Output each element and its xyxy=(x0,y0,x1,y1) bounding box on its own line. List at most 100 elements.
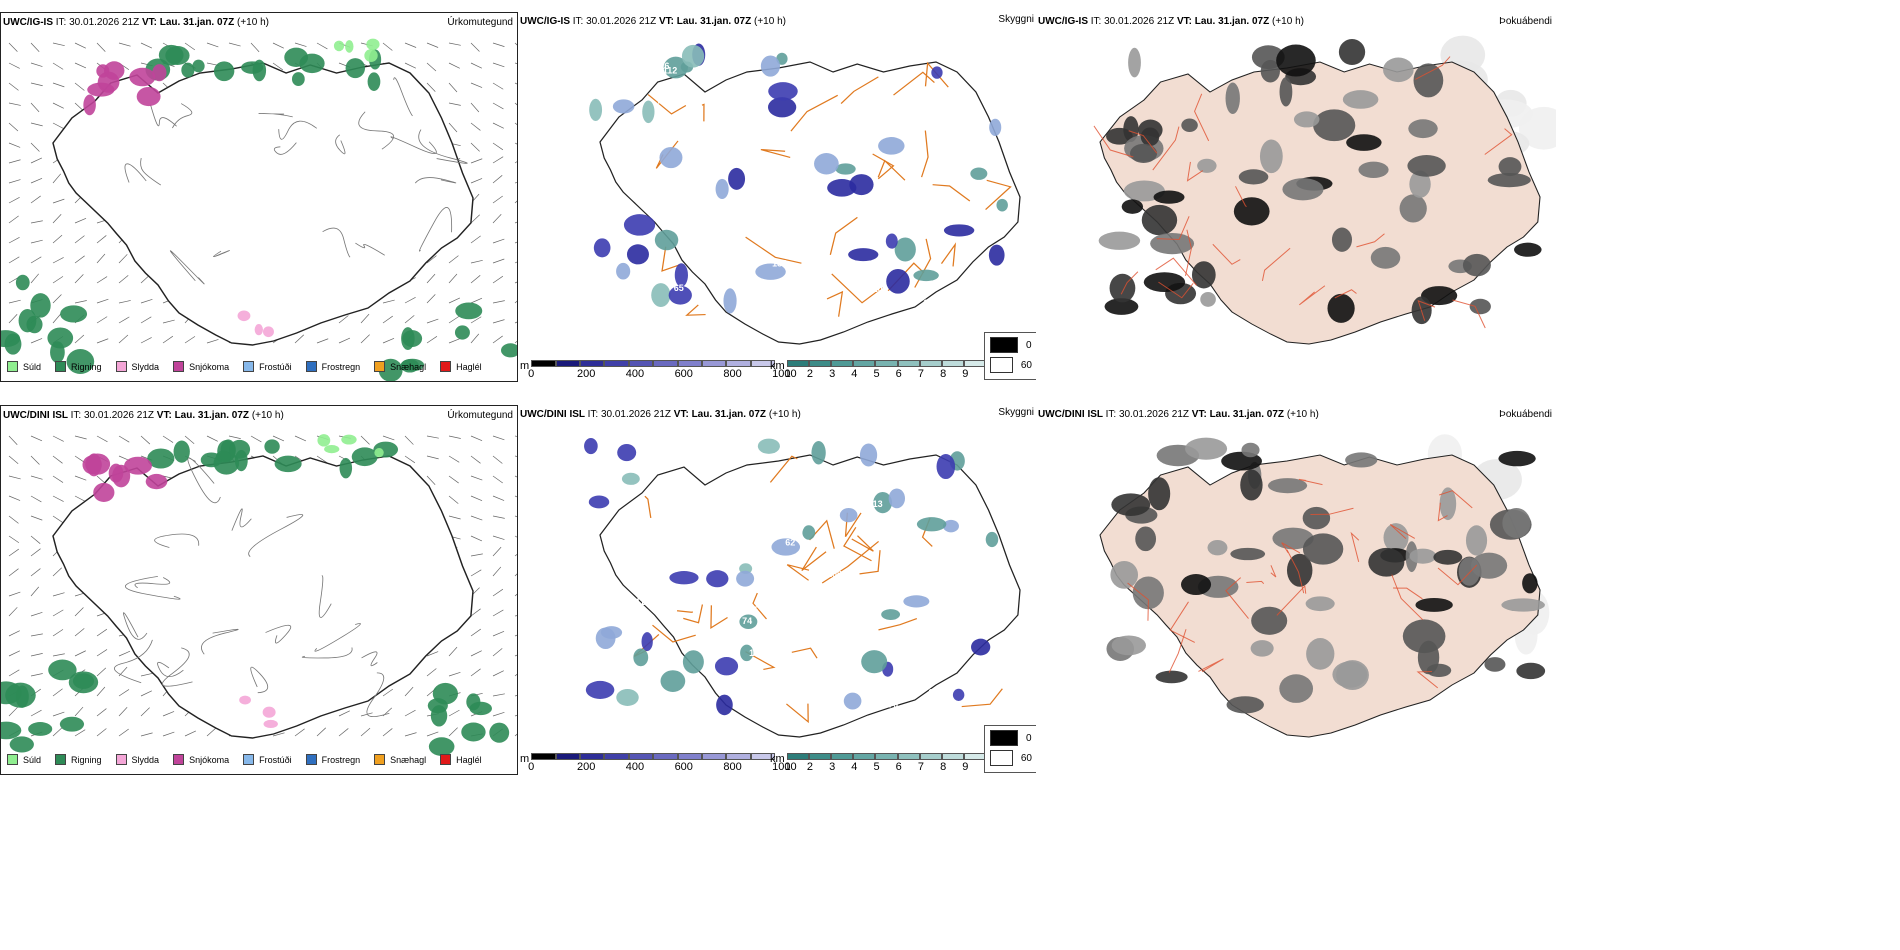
wind-barb xyxy=(470,495,483,501)
cloud-area xyxy=(971,638,991,656)
ceiling-label: 65 xyxy=(674,283,684,293)
ceiling-label: 73 xyxy=(721,232,731,242)
wind-barb xyxy=(8,82,19,91)
wind-barb xyxy=(74,82,85,91)
colorbar-tick: 9 xyxy=(962,368,969,380)
wind-barb xyxy=(8,455,19,464)
drizzle-area xyxy=(324,445,340,454)
wind-barb xyxy=(74,628,85,637)
wind-barb xyxy=(52,213,62,224)
fog-area xyxy=(1279,674,1314,703)
legend-swatch xyxy=(173,361,185,372)
wind-barb xyxy=(426,273,436,284)
wind-barb xyxy=(426,668,437,677)
cloud-area xyxy=(894,237,916,262)
legend-item: Frostúði xyxy=(243,754,292,765)
wind-barb xyxy=(30,586,40,597)
wind-barb xyxy=(470,259,483,264)
wind-barb xyxy=(492,42,505,47)
road-line xyxy=(1198,658,1224,673)
road-line xyxy=(1437,564,1478,586)
ceiling-label: 70 xyxy=(888,699,898,709)
wind-barb xyxy=(514,102,517,106)
terrain-contour xyxy=(154,533,200,548)
cloud-area xyxy=(814,153,839,175)
fog-swatch xyxy=(990,750,1013,766)
wind-barb xyxy=(470,475,483,481)
rain-area xyxy=(430,705,448,727)
wind-barb xyxy=(492,142,504,151)
rain-area xyxy=(428,737,455,757)
fog-area xyxy=(1225,82,1240,115)
cloud-area xyxy=(768,82,798,101)
wind-barb xyxy=(448,475,459,484)
fog-panel: UWC/IG-IS IT: 30.01.2026 21Z VT: Lau. 31… xyxy=(1036,12,1556,382)
wind-barb xyxy=(30,455,40,465)
road-line xyxy=(859,550,881,575)
wind-barb xyxy=(30,611,43,617)
road-line xyxy=(1310,507,1354,515)
fog-area xyxy=(1421,286,1458,306)
road-line xyxy=(1437,502,1448,522)
colorbar-tick: 1000 xyxy=(772,368,797,380)
cloud-area xyxy=(663,56,688,79)
wind-barb xyxy=(448,727,458,737)
legend-item: Súld xyxy=(7,361,41,372)
cloud-panel: UWC/IG-IS IT: 30.01.2026 21Z VT: Lau. 31… xyxy=(518,12,1038,382)
wind-barb xyxy=(294,728,305,737)
panel-title: UWC/IG-IS IT: 30.01.2026 21Z VT: Lau. 31… xyxy=(520,16,786,27)
road-line xyxy=(1439,490,1473,509)
wind-barb xyxy=(140,298,153,304)
wind-barb xyxy=(448,338,461,344)
wind-barb xyxy=(404,42,417,48)
ceiling-label: 79 xyxy=(657,96,667,106)
cloud-area xyxy=(861,650,888,674)
wind-barb xyxy=(492,455,503,464)
wind-barb xyxy=(30,177,43,184)
rain-area xyxy=(68,671,99,694)
cloud-area xyxy=(633,648,649,667)
colorbar-bin xyxy=(701,753,727,760)
wind-barb xyxy=(470,122,481,131)
fog-swatch xyxy=(990,337,1018,353)
wind-barb xyxy=(118,316,130,324)
legend-item: Snjókoma xyxy=(173,361,229,372)
it-value: 30.01.2026 21Z xyxy=(1104,16,1177,27)
wind-barb xyxy=(52,475,64,483)
wind-barb xyxy=(162,335,174,344)
wind-barb xyxy=(8,669,20,677)
rain-area xyxy=(181,62,195,78)
cloud-area xyxy=(827,179,857,197)
cloud-area xyxy=(859,443,878,467)
wind-barb xyxy=(492,214,502,224)
wind-barb xyxy=(470,535,483,542)
wind-barb xyxy=(52,455,63,464)
fog-area xyxy=(1305,596,1335,612)
road-line xyxy=(961,688,1003,708)
wind-barb xyxy=(8,548,19,557)
wind-barb xyxy=(52,515,64,523)
terrain-contour xyxy=(418,129,468,164)
wind-barb xyxy=(96,728,107,737)
colorbar-tick: 2 xyxy=(806,368,813,380)
ceiling-label: 72 xyxy=(973,501,983,511)
wind-barb xyxy=(316,727,327,737)
snow-area xyxy=(93,482,115,503)
colorbar-bin xyxy=(919,360,943,367)
cloud-area xyxy=(802,525,816,540)
wind-barb xyxy=(426,475,436,486)
wind-barb xyxy=(514,340,517,344)
legend-label: Slydda xyxy=(131,754,160,765)
wind-barb xyxy=(52,173,61,184)
wind-barb xyxy=(118,334,129,344)
cloud-area xyxy=(952,688,965,701)
wind-barb xyxy=(228,42,241,47)
wind-barb xyxy=(316,338,329,344)
terrain-contour xyxy=(250,666,269,694)
road-line xyxy=(701,103,705,122)
cloud-area xyxy=(682,650,704,674)
road-line xyxy=(791,647,818,659)
road-line xyxy=(1261,247,1291,281)
lead-time: (+10 h) xyxy=(754,16,786,27)
wind-barb xyxy=(206,435,218,442)
